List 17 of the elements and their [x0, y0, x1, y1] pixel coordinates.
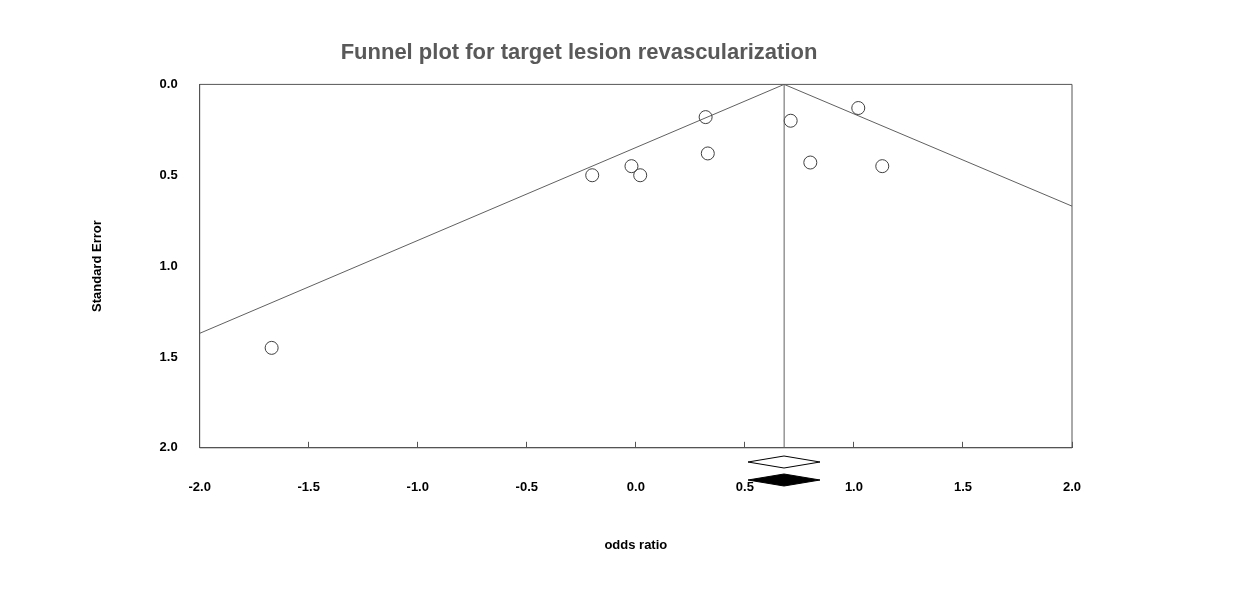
x-tick-label: -0.5 — [515, 479, 538, 495]
y-tick-label: 0.5 — [159, 166, 178, 182]
x-tick-label: 2.0 — [1062, 479, 1082, 495]
x-tick-label: -2.0 — [188, 479, 211, 495]
x-axis-title: odds ratio — [604, 536, 668, 552]
y-axis-title: Standard Error — [89, 220, 105, 312]
x-tick-label: 0.5 — [735, 479, 754, 495]
y-tick-label: 1.0 — [159, 257, 178, 273]
x-tick-label: 0.0 — [626, 479, 645, 495]
y-tick-label: 1.5 — [159, 348, 178, 364]
x-tick-label: -1.5 — [297, 479, 320, 495]
y-tick-label: 0.0 — [159, 75, 178, 91]
chart-title: Funnel plot for target lesion revascularization — [340, 39, 818, 65]
x-tick-label: 1.5 — [953, 479, 972, 495]
x-tick-label: 1.0 — [844, 479, 863, 495]
y-tick-label: 2.0 — [159, 439, 178, 455]
x-tick-label: -1.0 — [406, 479, 429, 495]
